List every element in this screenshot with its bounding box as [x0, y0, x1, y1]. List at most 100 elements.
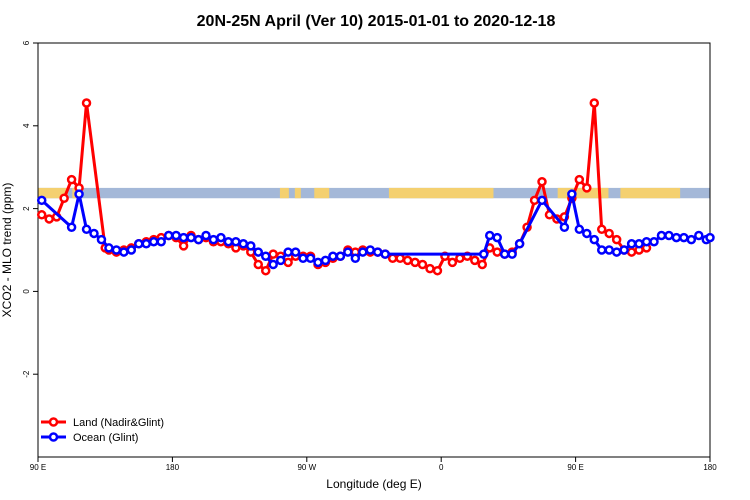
- data-point: [104, 243, 114, 253]
- data-point: [626, 247, 637, 257]
- data-point: [596, 224, 607, 235]
- data-point: [231, 236, 241, 247]
- band-land-segment: [38, 187, 68, 199]
- legend-ocean-marker: [48, 432, 59, 442]
- data-point: [260, 265, 271, 276]
- data-point: [66, 222, 77, 232]
- y-tick-label: -2: [22, 370, 31, 378]
- data-point: [537, 176, 547, 187]
- data-point: [89, 228, 99, 239]
- data-point: [111, 245, 122, 255]
- x-tick-label: 90 E: [567, 463, 583, 472]
- legend-land-label: Land (Nadir&Glint): [73, 417, 164, 429]
- data-point: [81, 224, 92, 235]
- data-point: [447, 257, 458, 268]
- data-point: [171, 230, 181, 241]
- x-axis-label: Longitude (deg E): [326, 477, 421, 491]
- data-point: [372, 247, 383, 257]
- chart-title: 20N-25N April (Ver 10) 2015-01-01 to 202…: [197, 13, 556, 30]
- data-point: [335, 251, 346, 261]
- data-point: [350, 253, 361, 264]
- band-land-segment: [314, 187, 330, 199]
- land-ocean-band: [38, 187, 710, 199]
- data-point: [514, 239, 525, 249]
- data-point: [574, 224, 585, 235]
- data-point: [148, 236, 159, 247]
- data-point: [470, 255, 480, 266]
- data-point: [156, 236, 166, 247]
- data-point: [634, 239, 644, 249]
- y-axis: -2 0 2 4 6: [22, 40, 38, 378]
- band-land-segment: [620, 187, 681, 199]
- data-point: [484, 230, 495, 241]
- data-point: [529, 195, 540, 206]
- data-point: [283, 247, 293, 257]
- y-tick-label: 0: [22, 289, 31, 294]
- data-point: [275, 255, 286, 266]
- data-point: [96, 234, 107, 245]
- data-point: [216, 232, 226, 243]
- data-point: [238, 239, 249, 249]
- data-point: [343, 247, 353, 257]
- data-point: [178, 232, 189, 243]
- data-point: [186, 232, 196, 243]
- data-point: [455, 253, 465, 264]
- data-point: [395, 253, 405, 264]
- data-point: [223, 236, 234, 247]
- data-point: [66, 174, 77, 185]
- data-point: [641, 236, 652, 247]
- data-point: [298, 253, 308, 264]
- data-point: [507, 249, 517, 259]
- data-point: [59, 193, 69, 203]
- x-tick-label: 90 W: [297, 463, 316, 472]
- data-point: [656, 230, 667, 241]
- data-point: [611, 234, 622, 245]
- data-point: [679, 232, 689, 243]
- x-tick-label: 180: [166, 463, 180, 472]
- data-point: [589, 98, 600, 108]
- data-point: [477, 259, 488, 270]
- x-tick-label: 0: [439, 463, 444, 472]
- data-point: [705, 232, 715, 243]
- data-point: [328, 251, 338, 261]
- data-point: [365, 245, 376, 255]
- data-point: [492, 232, 502, 243]
- y-axis-label: XCO2 - MLO trend (ppm): [0, 183, 14, 318]
- data-point: [201, 230, 211, 241]
- y-tick-label: 6: [22, 40, 31, 45]
- data-point: [619, 245, 629, 255]
- data-point: [208, 234, 219, 245]
- data-point: [582, 183, 592, 193]
- band-ocean: [38, 187, 710, 199]
- data-point: [432, 265, 443, 276]
- data-point: [604, 245, 614, 255]
- y-tick-label: 2: [22, 206, 31, 211]
- data-point: [425, 263, 435, 274]
- data-point: [671, 232, 682, 243]
- data-point: [537, 195, 547, 206]
- series-layer: [36, 98, 715, 276]
- data-point: [686, 234, 697, 245]
- data-point: [559, 222, 570, 232]
- data-point: [260, 251, 271, 261]
- data-point: [417, 259, 428, 270]
- data-point: [126, 245, 137, 255]
- data-point: [664, 230, 674, 241]
- plot-frame: [37, 42, 711, 458]
- legend-land-marker: [48, 417, 59, 427]
- series-ocean: [36, 189, 715, 270]
- data-point: [596, 245, 607, 255]
- x-tick-label: 90 E: [30, 463, 46, 472]
- data-point: [268, 249, 278, 259]
- data-point: [163, 230, 174, 241]
- band-land-segment: [294, 187, 301, 199]
- data-point: [141, 239, 152, 249]
- data-point: [290, 247, 301, 257]
- data-point: [74, 189, 84, 199]
- data-point: [387, 253, 398, 264]
- data-point: [44, 214, 54, 224]
- data-point: [313, 257, 323, 268]
- data-point: [649, 236, 659, 247]
- legend: Land (Nadir&Glint) Ocean (Glint): [41, 417, 164, 444]
- data-point: [358, 247, 368, 257]
